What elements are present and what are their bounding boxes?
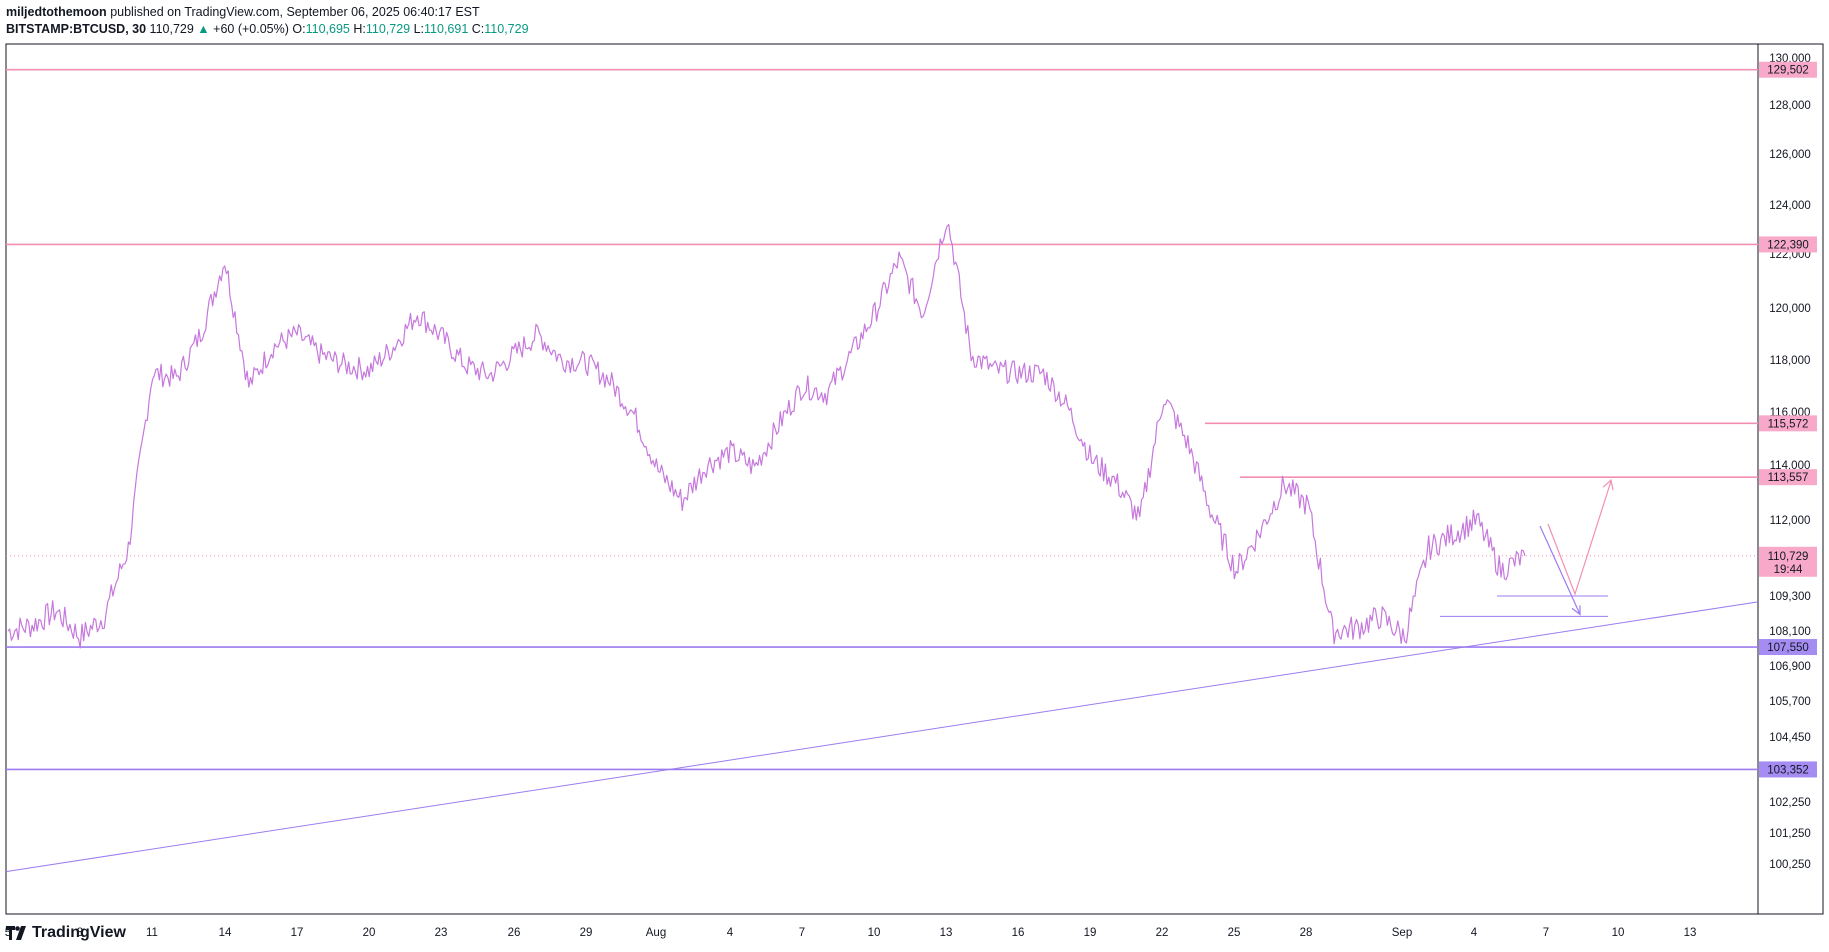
low-value: 110,691 [424,22,469,36]
time-tick-label: 10 [868,927,881,939]
level-price-tag [1759,639,1817,656]
price-tick-label: 118,000 [1770,355,1811,367]
time-tick-label: 13 [940,927,953,939]
published-text: published on TradingView.com, September … [110,5,480,19]
price-tick-label: 126,000 [1769,149,1811,161]
price-tick-label: 109,300 [1769,591,1811,603]
up-arrow-icon: ▲ [197,22,210,36]
time-tick-label: 25 [1228,927,1241,939]
time-tick-label: 17 [291,927,304,939]
time-tick-label: 4 [727,927,734,939]
time-tick-label: 22 [1156,927,1169,939]
symbol-line: BITSTAMP:BTCUSD, 30 110,729 ▲ +60 (+0.05… [6,21,529,38]
open-value: 110,695 [305,22,350,36]
time-tick-label: 11 [146,927,158,939]
price-tick-label: 100,250 [1769,859,1811,871]
low-label: L: [413,22,425,36]
level-price-tag [1759,469,1817,486]
up-arrow-line [1547,481,1612,596]
tradingview-logo[interactable]: TradingView [6,924,126,942]
time-tick-label: 29 [580,927,593,939]
time-tick-label: 10 [1612,927,1625,939]
high-value: 110,729 [365,22,411,36]
price-tick-label: 124,000 [1769,200,1811,212]
time-tick-label: 23 [435,927,448,939]
level-price-label: 115,572 [1768,418,1809,430]
time-tick-label: 19 [1084,927,1097,939]
price-series-line [7,224,1526,649]
close-value: 110,729 [484,22,529,36]
level-price-tag [1759,236,1817,253]
last-price: 110,729 [149,22,194,36]
price-tick-label: 104,450 [1769,732,1811,744]
level-price-label: 129,502 [1767,65,1809,77]
author-name[interactable]: miljedtothemoon [6,5,107,19]
time-tick-label: Aug [646,927,666,939]
level-price-label: 103,352 [1767,764,1809,776]
price-tick-label: 106,900 [1769,661,1811,673]
current-price-tag [1759,546,1817,577]
level-price-label: 122,390 [1767,239,1809,251]
price-tick-label: 102,250 [1769,797,1811,809]
price-tick-label: 112,000 [1770,515,1811,527]
price-tick-label: 114,000 [1770,460,1811,472]
countdown-label: 19:44 [1774,564,1803,576]
down-arrow-line [1539,525,1581,615]
chart-frame [5,43,1824,915]
level-price-label: 107,550 [1767,642,1809,654]
up-arrow-head [1602,479,1614,491]
time-tick-label: 28 [1300,927,1313,939]
tradingview-logo-text: TradingView [32,924,126,941]
price-change: +60 (+0.05%) [213,22,289,36]
time-tick-label: 14 [219,927,232,939]
down-arrow-head [1571,605,1581,616]
time-tick-label: 4 [1471,927,1478,939]
time-tick-label: 13 [1684,927,1697,939]
level-price-tag [1759,61,1817,78]
publish-line: miljedtothemoon published on TradingView… [6,4,529,21]
level-price-tag [1759,761,1817,778]
level-price-label: 113,557 [1768,472,1809,484]
price-tick-label: 120,000 [1769,303,1811,315]
close-label: C: [471,22,485,36]
level-price-tag [1759,415,1817,432]
price-tick-label: 108,100 [1769,626,1811,638]
ascending-trendline [5,601,1759,873]
time-tick-label: 7 [799,927,805,939]
time-tick-label: 8 [77,927,83,939]
symbol-label[interactable]: BITSTAMP:BTCUSD, 30 [6,22,147,36]
price-tick-label: 101,250 [1769,828,1811,840]
time-tick-label: 5 [5,927,11,939]
high-label: H: [353,22,366,36]
time-tick-label: 16 [1012,927,1025,939]
open-label: O: [292,22,306,36]
chart-header: miljedtothemoon published on TradingView… [6,4,529,38]
time-tick-label: 20 [363,927,376,939]
price-tick-label: 128,000 [1769,100,1811,112]
time-tick-label: 26 [508,927,521,939]
time-tick-label: Sep [1392,927,1412,939]
time-tick-label: 7 [1543,927,1549,939]
current-price-label: 110,729 [1768,551,1809,563]
tradingview-logo-icon [6,926,26,940]
price-tick-label: 105,700 [1769,696,1811,708]
